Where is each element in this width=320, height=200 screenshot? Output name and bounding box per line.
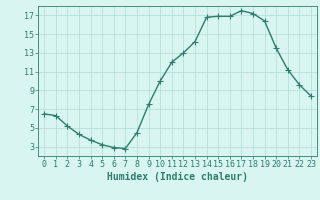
X-axis label: Humidex (Indice chaleur): Humidex (Indice chaleur) [107, 172, 248, 182]
